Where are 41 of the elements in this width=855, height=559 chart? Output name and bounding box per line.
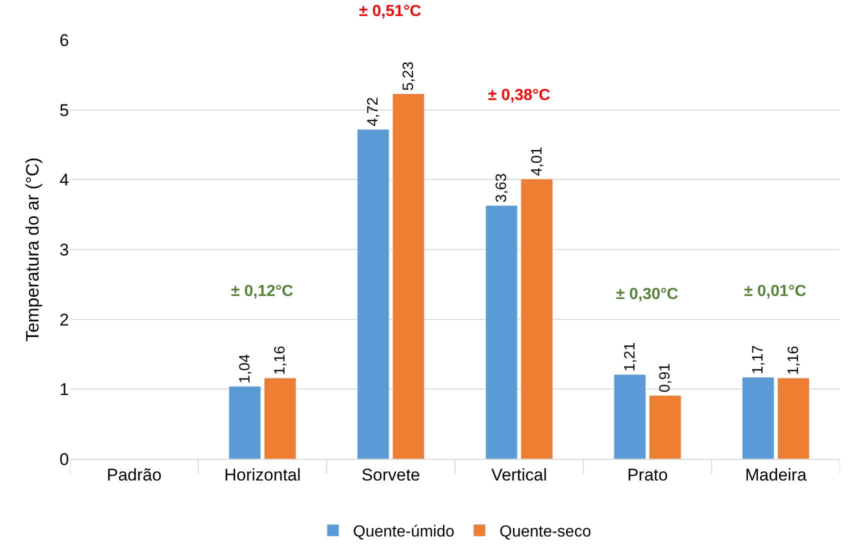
bar (392, 94, 425, 459)
data-label: 1,17 (750, 345, 767, 374)
x-tick-label: Prato (627, 465, 668, 484)
bar (520, 178, 553, 459)
y-tick-label: 5 (60, 100, 69, 120)
bar (228, 386, 261, 459)
annotation: ± 0,38°C (488, 87, 551, 104)
legend-label: Quente-úmido (353, 524, 454, 541)
bar (649, 395, 682, 459)
data-label: 1,04 (236, 354, 254, 384)
x-tick-label: Vertical (491, 465, 548, 484)
y-tick-label: 1 (60, 380, 69, 400)
annotation: ± 0,30°C (616, 286, 679, 303)
bar (485, 205, 518, 459)
y-tick-label: 6 (60, 30, 69, 50)
y-tick-label: 4 (60, 170, 69, 190)
bar (742, 377, 774, 459)
x-tick-label: Padrão (106, 465, 162, 484)
data-label: 1,21 (621, 342, 638, 372)
bar (614, 374, 646, 459)
annotation: ± 0,12°C (231, 283, 294, 300)
y-tick-label: 2 (60, 310, 69, 330)
data-label: 4,01 (528, 146, 546, 176)
x-tick-label: Horizontal (224, 465, 301, 484)
bar (357, 129, 390, 459)
text: ± 0,51°C (359, 3, 422, 20)
x-tick-label: Sorvete (362, 465, 420, 484)
x-tick-label: Madeira (745, 465, 808, 484)
data-label: 1,16 (272, 346, 289, 375)
data-label: 1,16 (784, 346, 802, 375)
data-label: 3,63 (493, 173, 510, 203)
data-label: 0,91 (656, 363, 674, 392)
data-label: 4,72 (364, 97, 382, 126)
bar (264, 378, 296, 459)
bar (777, 378, 810, 459)
y-tick-label: 3 (60, 240, 69, 260)
y-tick-label: 0 (60, 450, 69, 469)
legend-label: Quente-seco (499, 524, 592, 541)
y-axis-title: Temperatura do ar (°C) (22, 157, 43, 342)
data-label: 5,23 (400, 62, 417, 91)
annotation: ± 0,01°C (744, 283, 807, 300)
